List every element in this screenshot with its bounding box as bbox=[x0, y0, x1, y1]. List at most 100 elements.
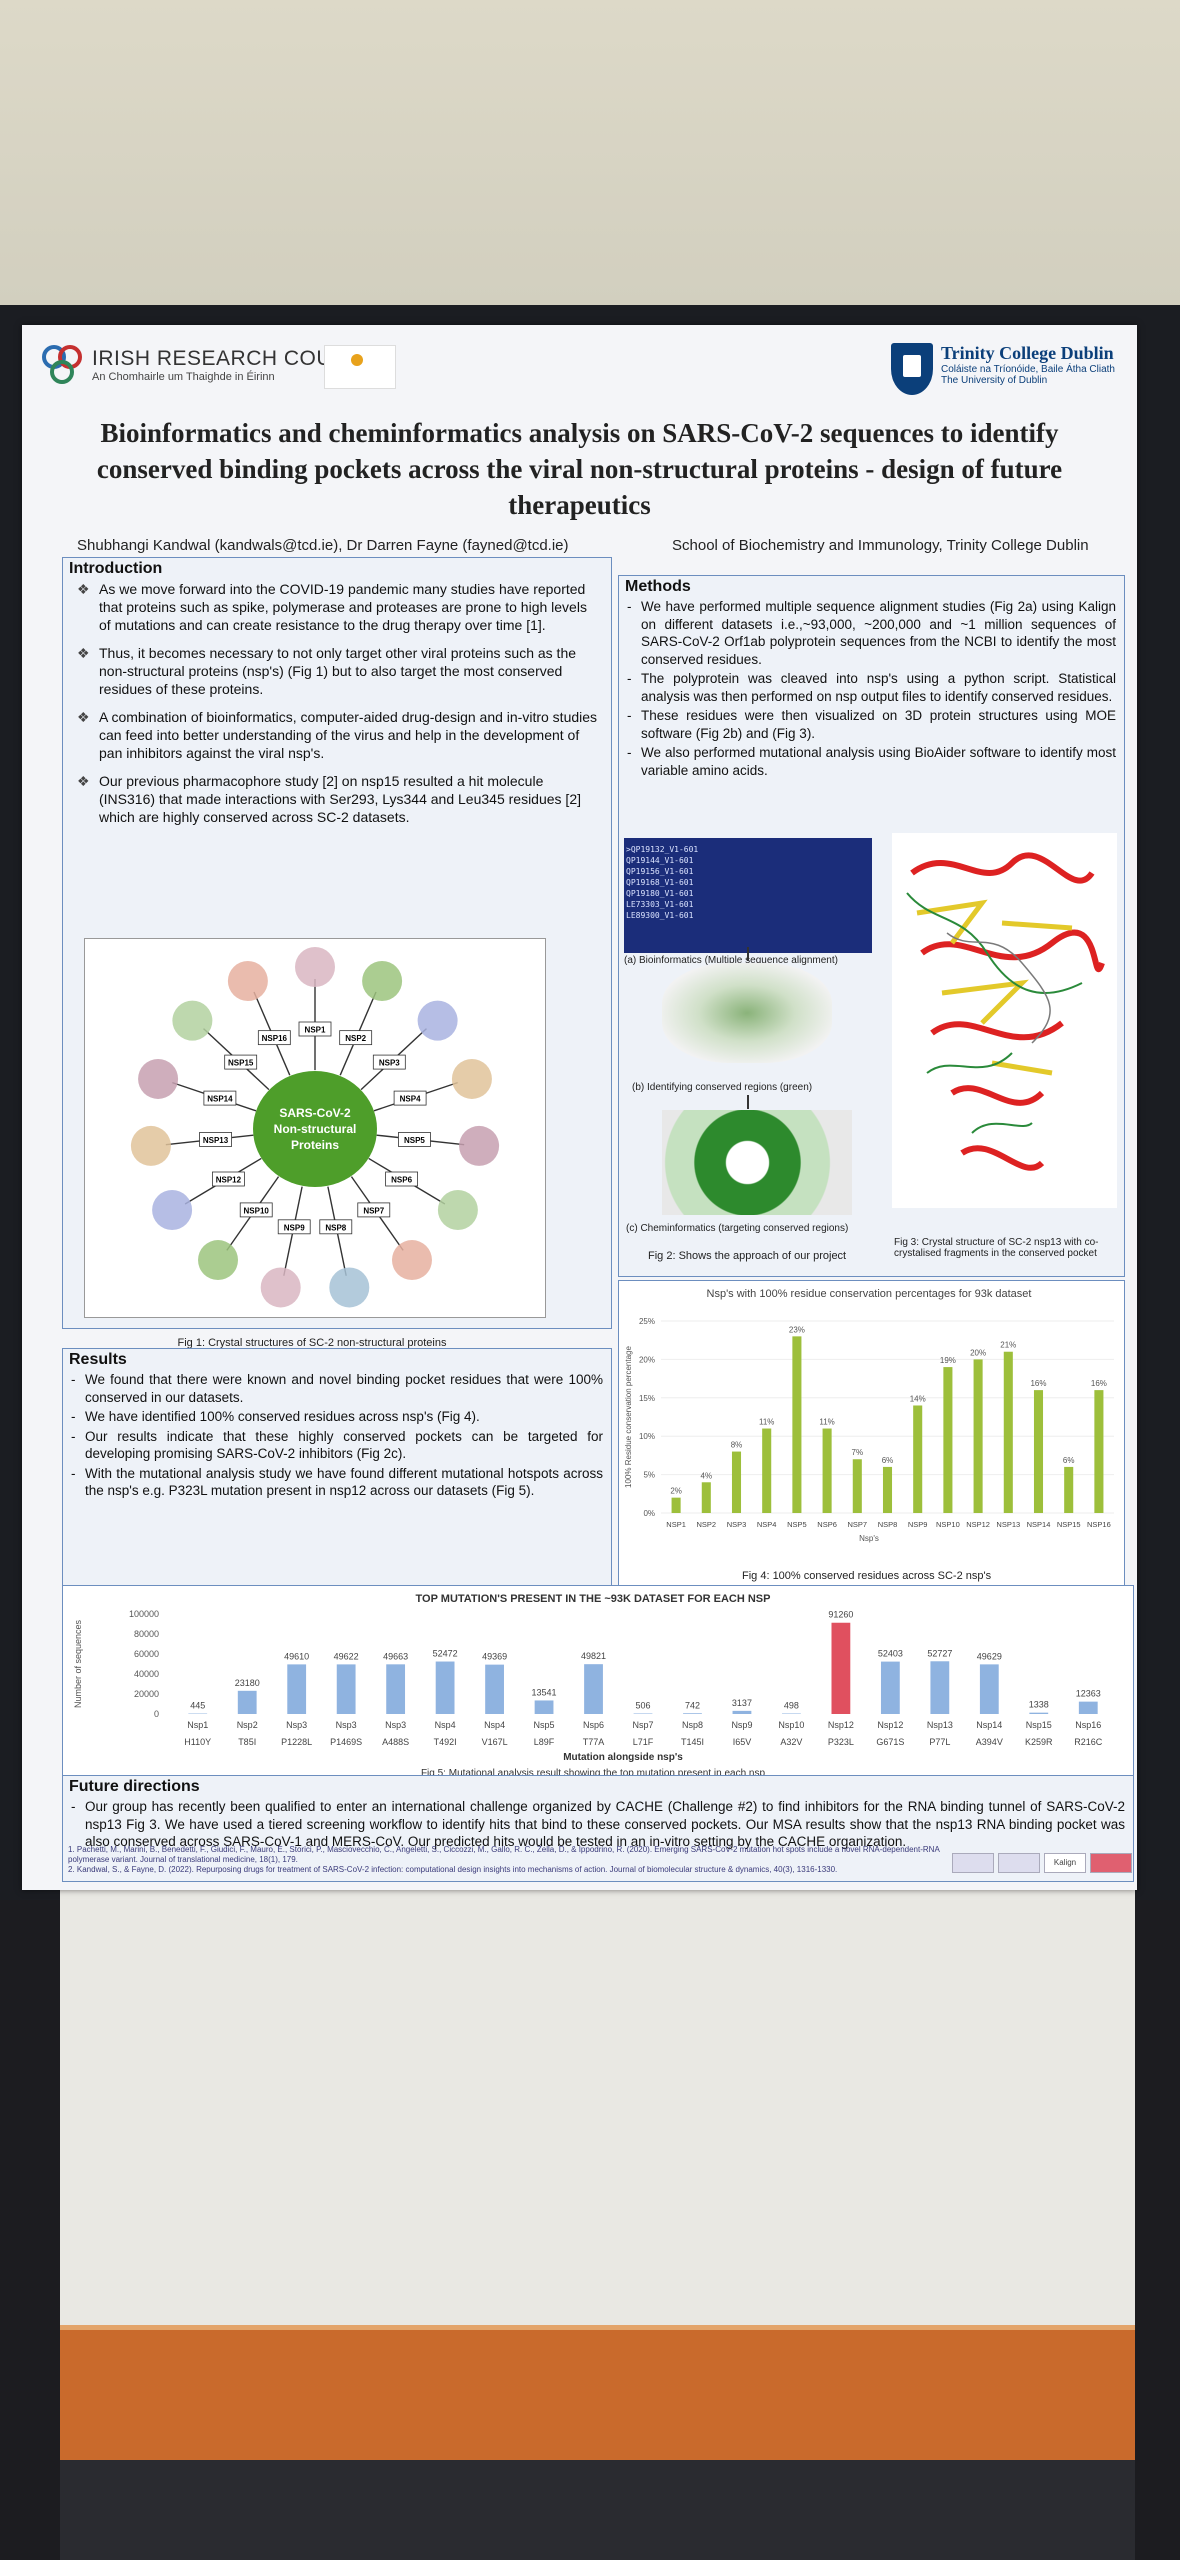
x-tick-label: Nsp4 bbox=[435, 1720, 456, 1730]
methods-bullet: - The polyprotein was cleaved into nsp's … bbox=[627, 671, 1116, 704]
nsp-label-box bbox=[224, 1054, 258, 1070]
references: 1. Pachetti, M., Marini, B., Benedetti, … bbox=[68, 1845, 948, 1875]
x-tick-label: NSP4 bbox=[757, 1520, 777, 1529]
irc-logo: IRISH RESEARCH COUNCIL An Chomhairle um … bbox=[40, 343, 382, 387]
x-tick-label: Nsp12 bbox=[877, 1720, 903, 1730]
nsp-label: NSP15 bbox=[228, 1059, 254, 1068]
x-tick-label: NSP3 bbox=[727, 1520, 747, 1529]
irc-knot-icon bbox=[42, 345, 82, 384]
data-label: 4% bbox=[701, 1471, 713, 1480]
bar bbox=[1064, 1466, 1074, 1513]
center-node-label: Proteins bbox=[291, 1138, 339, 1152]
x-tick-label: Nsp3 bbox=[336, 1720, 357, 1730]
bar bbox=[973, 1359, 983, 1513]
sequence-id: QP19168_V1-601 bbox=[626, 878, 694, 887]
data-label: 12363 bbox=[1076, 1689, 1101, 1699]
protein-structure bbox=[437, 1190, 478, 1230]
bar bbox=[930, 1661, 950, 1714]
data-label: 91260 bbox=[828, 1610, 853, 1620]
data-label: 14% bbox=[910, 1394, 926, 1403]
fig2b-caption: (b) Identifying conserved regions (green… bbox=[632, 1082, 813, 1093]
board-leg-right bbox=[1135, 1900, 1180, 2560]
mutation-label: K259R bbox=[1025, 1737, 1053, 1747]
figure-caption: Fig 5: Mutational analysis result showin… bbox=[421, 1768, 766, 1779]
nsp-label-box bbox=[277, 1219, 311, 1235]
wooden-cabinet bbox=[60, 2330, 1135, 2460]
mutation-label: G671S bbox=[876, 1737, 904, 1747]
nsp-label: NSP9 bbox=[284, 1223, 305, 1232]
nsp-label-box bbox=[211, 1171, 245, 1187]
data-label: 11% bbox=[819, 1418, 834, 1427]
introduction-heading: Introduction bbox=[69, 560, 163, 577]
data-label: 16% bbox=[1030, 1379, 1046, 1388]
mutation-label: T77A bbox=[583, 1737, 605, 1747]
y-tick-label: 60000 bbox=[134, 1649, 159, 1659]
x-tick-label: Nsp12 bbox=[828, 1720, 854, 1730]
figure-5-chart: TOP MUTATION'S PRESENT IN THE ~93K DATAS… bbox=[62, 1585, 1134, 1792]
fig3-caption: Fig 3: Crystal structure of SC-2 nsp13 w… bbox=[894, 1237, 1099, 1259]
nsp-label: NSP3 bbox=[379, 1059, 400, 1068]
data-label: 498 bbox=[784, 1701, 799, 1711]
x-tick-label: Nsp7 bbox=[632, 1720, 653, 1730]
x-tick-label: NSP14 bbox=[1027, 1520, 1051, 1529]
tool-logo bbox=[1090, 1853, 1132, 1873]
floor bbox=[60, 2460, 1135, 2560]
x-tick-label: Nsp10 bbox=[778, 1720, 804, 1730]
data-label: 3137 bbox=[732, 1698, 752, 1708]
tcd-logo: Trinity College Dublin Coláiste na Tríon… bbox=[891, 343, 1115, 395]
bar bbox=[435, 1661, 455, 1714]
bar bbox=[534, 1700, 554, 1714]
data-label: 6% bbox=[882, 1456, 894, 1465]
nsp-label: NSP7 bbox=[363, 1206, 384, 1215]
data-label: 49610 bbox=[284, 1651, 309, 1661]
figure-1-caption: Fig 1: Crystal structures of SC-2 non-st… bbox=[177, 1337, 447, 1349]
y-tick-label: 0% bbox=[643, 1509, 655, 1518]
x-tick-label: Nsp1 bbox=[187, 1720, 208, 1730]
department: School of Biochemistry and Immunology, T… bbox=[672, 537, 1089, 554]
sequence-id: QP19156_V1-601 bbox=[626, 867, 694, 876]
results-section: Results - We found that there were known … bbox=[62, 1348, 612, 1610]
x-tick-label: NSP13 bbox=[996, 1520, 1020, 1529]
data-label: 23% bbox=[789, 1325, 805, 1334]
data-label: 16% bbox=[1091, 1379, 1107, 1388]
chart-title: Nsp's with 100% residue conservation per… bbox=[707, 1288, 1032, 1300]
fig2-caption: Fig 2: Shows the approach of our project bbox=[648, 1250, 847, 1262]
x-tick-label: Nsp13 bbox=[927, 1720, 953, 1730]
protein-structure bbox=[227, 961, 268, 1002]
mutation-label: H110Y bbox=[184, 1737, 211, 1747]
nsp-label-box bbox=[199, 1132, 232, 1147]
bar bbox=[979, 1664, 999, 1714]
sequence-alignment-image: >QP19132_V1-601 QP19144_V1-601 QP19156_V1-… bbox=[624, 838, 872, 953]
protein-structure bbox=[295, 947, 335, 987]
research-poster: IRISH RESEARCH COUNCIL An Chomhairle um … bbox=[22, 325, 1137, 1890]
reference-item: 1. Pachetti, M., Marini, B., Benedetti, … bbox=[68, 1845, 940, 1864]
mutation-label: P1469S bbox=[330, 1737, 362, 1747]
poster-title: Bioinformatics and cheminformatics analy… bbox=[96, 418, 1063, 520]
x-tick-label: Nsp9 bbox=[731, 1720, 752, 1730]
data-label: 21% bbox=[1000, 1341, 1016, 1350]
mutation-label: T85I bbox=[238, 1737, 256, 1747]
y-tick-label: 100000 bbox=[129, 1609, 159, 1619]
conserved-surface-image bbox=[662, 963, 832, 1063]
center-node-label: Non-structural bbox=[274, 1122, 357, 1136]
x-tick-label: NSP16 bbox=[1087, 1520, 1111, 1529]
x-tick-label: NSP6 bbox=[817, 1520, 837, 1529]
mutation-label: A394V bbox=[976, 1737, 1003, 1747]
bar bbox=[485, 1664, 504, 1714]
y-axis-label: 100% Residue conservation percentage bbox=[624, 1346, 633, 1488]
x-tick-label: NSP15 bbox=[1057, 1520, 1081, 1529]
results-heading: Results bbox=[69, 1351, 127, 1368]
tool-logos: Kalign bbox=[952, 1853, 1132, 1873]
x-tick-label: Nsp2 bbox=[237, 1720, 258, 1730]
data-label: 506 bbox=[635, 1700, 650, 1710]
results-bullet: - We found that there were known and nove… bbox=[71, 1372, 603, 1405]
bar bbox=[943, 1367, 953, 1513]
sequence-id: LE89300_V1-601 bbox=[626, 911, 694, 920]
protein-structure bbox=[198, 1240, 239, 1281]
center-node bbox=[253, 1071, 377, 1187]
mutation-label: L89F bbox=[534, 1737, 555, 1747]
sequence-id: QP19180_V1-601 bbox=[626, 889, 694, 898]
mutation-label: L71F bbox=[633, 1737, 654, 1747]
intro-bullet: ❖ As we move forward into the COVID-19 pa… bbox=[77, 581, 587, 633]
x-tick-label: NSP1 bbox=[666, 1520, 686, 1529]
